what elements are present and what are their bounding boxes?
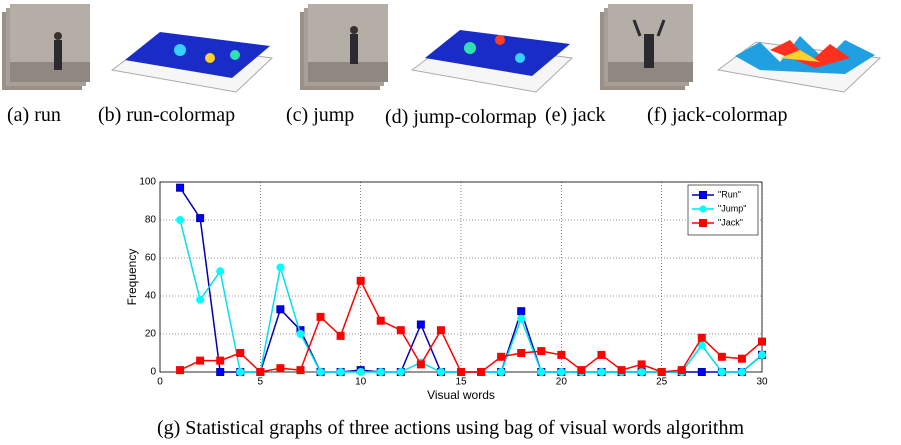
y-tick-label: 0 — [150, 367, 156, 378]
data-point — [478, 369, 485, 376]
data-point — [317, 313, 324, 320]
data-point — [638, 361, 645, 368]
data-point — [377, 369, 384, 376]
subfigure-caption: (e) jack — [545, 104, 606, 127]
data-point — [538, 369, 545, 376]
data-point — [598, 369, 605, 376]
y-tick-label: 40 — [145, 291, 157, 302]
data-point — [197, 296, 204, 303]
data-point — [738, 355, 745, 362]
x-tick-label: 10 — [355, 377, 367, 388]
data-point — [217, 357, 224, 364]
legend-label: "Jump" — [718, 203, 746, 213]
data-point — [357, 277, 364, 284]
subfigure-caption: (d) jump-colormap — [385, 104, 543, 131]
data-point — [237, 350, 244, 357]
subfigure-caption: (c) jump — [286, 104, 354, 127]
y-tick-label: 20 — [145, 329, 157, 340]
data-point — [397, 327, 404, 334]
x-tick-label: 20 — [556, 377, 568, 388]
figure: 0 20 40 60 80 100 0 5 10 15 20 25 30 Visual words Freq… — [0, 0, 901, 445]
subfigure-caption: (b) run-colormap — [98, 104, 235, 127]
data-point — [638, 369, 645, 376]
data-point — [277, 264, 284, 271]
data-point — [678, 367, 685, 374]
subfigure-caption: (a) run — [7, 104, 61, 127]
data-point — [237, 369, 244, 376]
legend-label: "Run" — [718, 189, 741, 199]
data-point — [458, 369, 465, 376]
data-point — [558, 351, 565, 358]
data-point — [718, 369, 725, 376]
data-point — [658, 369, 665, 376]
data-point — [197, 215, 204, 222]
photo-stack — [300, 4, 388, 90]
colormap — [718, 36, 880, 92]
data-point — [397, 369, 404, 376]
photo-stack — [2, 4, 90, 90]
colormap — [412, 30, 572, 92]
x-tick-label: 5 — [258, 377, 264, 388]
data-point — [277, 306, 284, 313]
data-point — [337, 332, 344, 339]
data-point — [538, 348, 545, 355]
data-point — [618, 367, 625, 374]
data-point — [257, 369, 264, 376]
photo-stack — [600, 4, 693, 90]
x-tick-label: 0 — [157, 377, 163, 388]
data-point — [177, 184, 184, 191]
page: 0 20 40 60 80 100 0 5 10 15 20 25 30 Visual words Freq… — [0, 0, 901, 445]
data-point — [177, 217, 184, 224]
data-point — [598, 351, 605, 358]
data-point — [759, 351, 766, 358]
data-point — [437, 369, 444, 376]
y-tick-label: 80 — [145, 215, 157, 226]
data-point — [177, 367, 184, 374]
y-tick-label: 60 — [145, 253, 157, 264]
data-point — [558, 369, 565, 376]
data-point — [197, 357, 204, 364]
data-point — [437, 327, 444, 334]
x-tick-label: 15 — [455, 377, 467, 388]
data-point — [518, 315, 525, 322]
figure-caption: (g) Statistical graphs of three actions … — [0, 417, 901, 440]
data-point — [759, 338, 766, 345]
data-point — [337, 369, 344, 376]
subfigure-caption: (f) jack-colormap — [647, 104, 787, 127]
data-point — [297, 331, 304, 338]
legend-marker — [700, 206, 707, 213]
data-point — [718, 353, 725, 360]
data-point — [417, 361, 424, 368]
data-point — [377, 317, 384, 324]
data-point — [357, 369, 364, 376]
data-point — [217, 268, 224, 275]
data-point — [498, 353, 505, 360]
data-point — [498, 369, 505, 376]
data-point — [738, 369, 745, 376]
data-point — [518, 308, 525, 315]
colormap — [112, 32, 272, 92]
x-axis-label: Visual words — [427, 388, 495, 402]
data-point — [297, 367, 304, 374]
x-tick-label: 30 — [756, 377, 768, 388]
data-point — [417, 321, 424, 328]
legend-label: "Jack" — [718, 217, 743, 227]
plot-area — [160, 182, 762, 372]
data-point — [578, 367, 585, 374]
data-point — [698, 369, 705, 376]
legend-marker — [700, 220, 707, 227]
data-point — [317, 369, 324, 376]
y-tick-label: 100 — [139, 177, 156, 188]
data-point — [277, 365, 284, 372]
data-point — [217, 369, 224, 376]
legend-marker — [700, 192, 707, 199]
data-point — [698, 334, 705, 341]
x-tick-label: 25 — [656, 377, 668, 388]
y-axis-label: Frequency — [125, 249, 139, 306]
data-point — [518, 350, 525, 357]
